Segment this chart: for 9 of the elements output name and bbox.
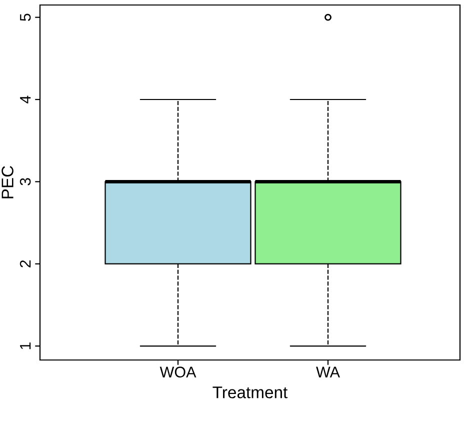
- y-axis-title: PEC: [2, 166, 14, 198]
- y-tick-label: 3: [20, 178, 31, 186]
- x-tick-label: WA: [316, 366, 340, 378]
- y-tick-label: 1: [20, 342, 31, 350]
- y-tick-label: 2: [20, 260, 31, 268]
- y-tick-label: 5: [20, 14, 31, 21]
- x-tick-label: WOA: [160, 366, 196, 378]
- x-axis-title: Treatment: [212, 386, 288, 398]
- y-tick-label: 4: [20, 96, 31, 104]
